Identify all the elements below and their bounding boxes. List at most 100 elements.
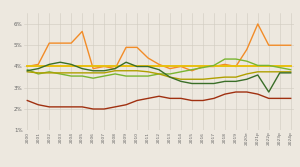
France [47, 72, 51, 74]
Belgique [212, 97, 216, 99]
Belgique [47, 106, 51, 108]
Seuil 4% du PIB [58, 65, 62, 67]
Pays-Bas [201, 82, 205, 85]
Allemagne [91, 77, 95, 79]
Seuil 4% du PIB [157, 65, 161, 67]
Pays-Bas [26, 70, 29, 72]
Pays-Bas [37, 68, 40, 70]
Pays-Bas [245, 78, 249, 80]
Luxembourg [234, 65, 238, 67]
Seuil 4% du PIB [267, 65, 271, 67]
Luxembourg [69, 42, 73, 44]
Allemagne [113, 73, 117, 75]
France [278, 71, 281, 73]
Pays-Bas [168, 76, 172, 78]
France [124, 70, 128, 72]
Allemagne [179, 71, 183, 73]
Pays-Bas [179, 80, 183, 82]
Allemagne [80, 75, 84, 77]
Line: Belgique: Belgique [27, 92, 291, 109]
Luxembourg [289, 44, 292, 46]
Allemagne [102, 75, 106, 77]
Belgique [58, 106, 62, 108]
Belgique [102, 108, 106, 110]
Allemagne [146, 75, 150, 77]
Luxembourg [124, 46, 128, 48]
Seuil 4% du PIB [37, 65, 40, 67]
Line: Allemagne: Allemagne [27, 59, 291, 78]
Belgique [278, 97, 281, 99]
Allemagne [223, 58, 227, 60]
Belgique [69, 106, 73, 108]
Pays-Bas [102, 70, 106, 72]
Luxembourg [256, 23, 260, 25]
France [223, 76, 227, 78]
Belgique [91, 108, 95, 110]
France [58, 72, 62, 74]
Seuil 4% du PIB [80, 65, 84, 67]
Allemagne [234, 58, 238, 60]
Pays-Bas [69, 63, 73, 65]
Luxembourg [278, 44, 281, 46]
Allemagne [58, 73, 62, 75]
Luxembourg [212, 65, 216, 67]
Line: Luxembourg: Luxembourg [27, 24, 291, 71]
Belgique [223, 93, 227, 95]
France [102, 72, 106, 74]
Luxembourg [113, 68, 117, 70]
Pays-Bas [146, 65, 150, 67]
Pays-Bas [58, 61, 62, 63]
Pays-Bas [212, 82, 216, 85]
Luxembourg [58, 42, 62, 44]
Pays-Bas [47, 63, 51, 65]
Belgique [80, 106, 84, 108]
France [256, 71, 260, 73]
Seuil 4% du PIB [245, 65, 249, 67]
Pays-Bas [256, 74, 260, 76]
Seuil 4% du PIB [234, 65, 238, 67]
Allemagne [289, 69, 292, 71]
Pays-Bas [234, 80, 238, 82]
Pays-Bas [157, 69, 161, 71]
Seuil 4% du PIB [91, 65, 95, 67]
Luxembourg [37, 63, 40, 65]
Seuil 4% du PIB [47, 65, 51, 67]
Allemagne [37, 73, 40, 75]
France [146, 71, 150, 73]
Belgique [157, 95, 161, 97]
Luxembourg [47, 42, 51, 44]
France [190, 78, 194, 80]
France [212, 77, 216, 79]
Luxembourg [267, 44, 271, 46]
Pays-Bas [113, 68, 117, 70]
Luxembourg [26, 65, 29, 67]
Seuil 4% du PIB [26, 65, 29, 67]
Luxembourg [245, 48, 249, 50]
Luxembourg [168, 68, 172, 70]
France [168, 76, 172, 78]
Allemagne [201, 67, 205, 69]
Seuil 4% du PIB [190, 65, 194, 67]
Seuil 4% du PIB [146, 65, 150, 67]
Belgique [37, 104, 40, 106]
Allemagne [278, 67, 281, 69]
Line: Pays-Bas: Pays-Bas [27, 62, 291, 92]
France [201, 78, 205, 80]
Allemagne [135, 75, 139, 77]
Belgique [179, 97, 183, 99]
Allemagne [26, 69, 29, 71]
Seuil 4% du PIB [212, 65, 216, 67]
Pays-Bas [80, 68, 84, 70]
Seuil 4% du PIB [168, 65, 172, 67]
Luxembourg [91, 68, 95, 70]
Belgique [113, 106, 117, 108]
Belgique [135, 100, 139, 102]
Allemagne [190, 69, 194, 71]
France [80, 72, 84, 74]
Luxembourg [157, 63, 161, 65]
Belgique [168, 97, 172, 99]
France [37, 72, 40, 74]
France [69, 72, 73, 74]
France [91, 72, 95, 74]
Belgique [267, 97, 271, 99]
